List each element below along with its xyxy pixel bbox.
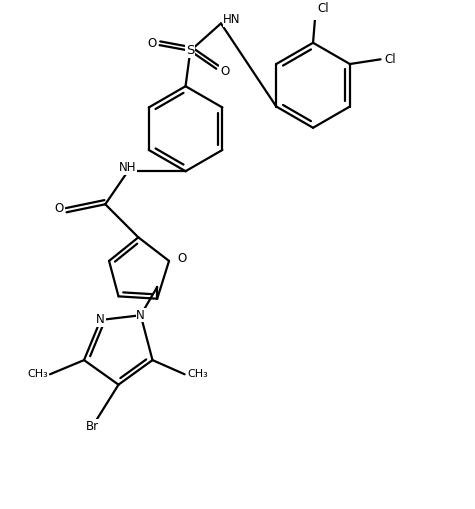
Text: NH: NH bbox=[119, 161, 137, 174]
Text: Cl: Cl bbox=[318, 2, 329, 15]
Text: Br: Br bbox=[86, 420, 99, 433]
Text: O: O bbox=[220, 65, 229, 78]
Text: N: N bbox=[96, 314, 105, 326]
Text: O: O bbox=[147, 37, 157, 50]
Text: O: O bbox=[178, 252, 187, 265]
Text: N: N bbox=[136, 309, 145, 322]
Text: CH₃: CH₃ bbox=[187, 369, 208, 379]
Text: Cl: Cl bbox=[384, 53, 396, 66]
Text: S: S bbox=[186, 44, 194, 58]
Text: CH₃: CH₃ bbox=[27, 369, 48, 379]
Text: HN: HN bbox=[223, 13, 241, 26]
Text: O: O bbox=[55, 202, 64, 215]
